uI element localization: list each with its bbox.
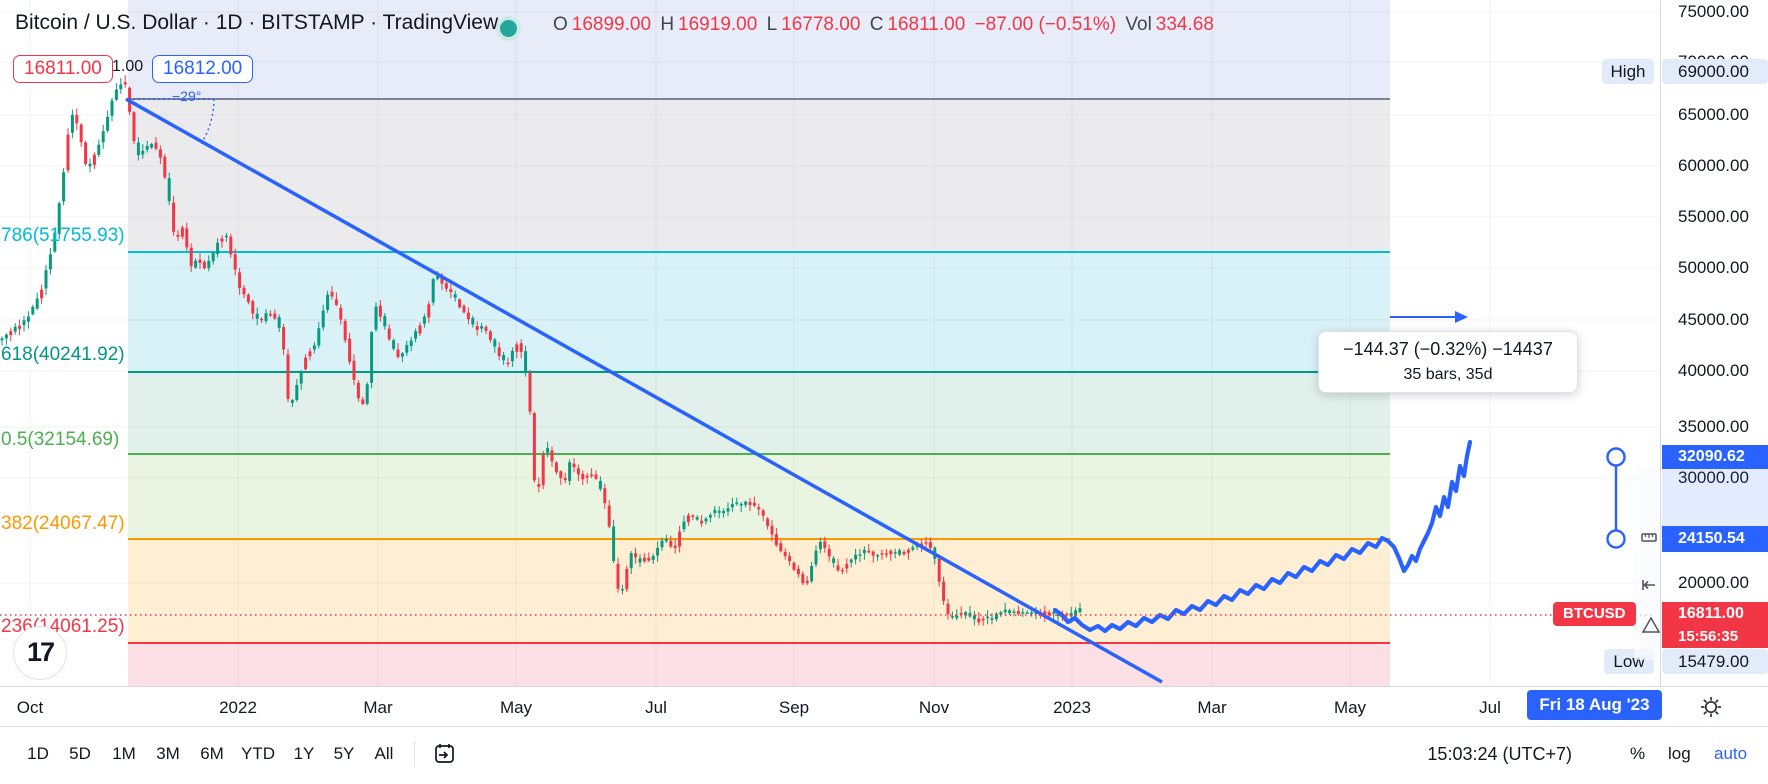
ohlc-low-value: 16778.00 [781, 14, 861, 35]
ohlc-open-value: 16899.00 [571, 14, 652, 35]
high-label-chip: High [1602, 59, 1654, 84]
time-tick: Sep [778, 698, 810, 717]
time-tick: 2023 [1053, 698, 1091, 717]
ohlc-close-value: 16811.00 [887, 14, 966, 35]
time-tick: Oct [16, 698, 44, 717]
bid-price-box[interactable]: 16811.00 [13, 55, 113, 83]
chart-canvas[interactable] [0, 0, 1660, 686]
fib-level-label: 0.5(32154.69) [1, 429, 120, 450]
low-value-chip: 15479.00 [1662, 649, 1768, 674]
range-button-5Y[interactable]: 5Y [333, 744, 355, 763]
volume-value: 334.68 [1155, 14, 1214, 35]
fib-level-label: 618(40241.92) [1, 344, 125, 365]
price-tick: 75000.00 [1678, 2, 1749, 21]
measure-tooltip: −144.37 (−0.32%) −14437 35 bars, 35d [1318, 331, 1578, 393]
time-tick: May [1333, 698, 1367, 717]
range-button-1Y[interactable]: 1Y [293, 744, 315, 763]
spread-value: 1.00 [112, 58, 144, 75]
auto-scale-button[interactable]: auto [1714, 744, 1748, 763]
axis-settings-gear-icon[interactable] [1698, 694, 1724, 720]
price-tick: 60000.00 [1678, 156, 1749, 175]
price-tick: 40000.00 [1678, 361, 1749, 380]
time-tick: Mar [1197, 698, 1227, 717]
range-button-All[interactable]: All [374, 744, 394, 763]
toolbar-divider [414, 741, 415, 767]
candlestick-series [0, 75, 1082, 626]
measure-tool-icon[interactable] [1640, 528, 1658, 546]
price-tick: 50000.00 [1678, 258, 1749, 277]
fib-bands [128, 0, 1390, 686]
price-tick: 35000.00 [1678, 417, 1749, 436]
price-range-tool [1606, 447, 1626, 549]
log-scale-button[interactable]: log [1668, 744, 1691, 763]
price-tick: 65000.00 [1678, 105, 1749, 124]
time-tick: 2022 [219, 698, 257, 717]
percent-scale-button[interactable]: % [1630, 744, 1646, 763]
range-button-3M[interactable]: 3M [156, 744, 180, 763]
range-button-5D[interactable]: 5D [69, 744, 91, 763]
ohlc-high-label: H [660, 14, 675, 35]
ohlc-legend: O 16899.00 H 16919.00 L 16778.00 C 16811.00 … [553, 14, 1218, 36]
measure-arrow [1390, 311, 1468, 323]
range-button-1D[interactable]: 1D [27, 744, 49, 763]
pointer-triangle-icon[interactable] [1641, 615, 1661, 635]
price-tick: 55000.00 [1678, 207, 1749, 226]
symbol-price-label: BTCUSD [1553, 602, 1636, 626]
time-tick: Nov [918, 698, 950, 717]
countdown-badge: 15:56:35 [1662, 626, 1768, 648]
session-clock[interactable]: 15:03:24 (UTC+7) [1427, 744, 1572, 764]
high-value-chip: 69000.00 [1662, 59, 1768, 84]
go-to-date-icon[interactable] [432, 741, 458, 767]
time-axis[interactable]: Fri 18 Aug '23 Oct 2022 Mar May Jul Sep Nov 202… [0, 686, 1768, 727]
tradingview-logo[interactable]: 17 [13, 626, 67, 680]
time-tick: May [499, 698, 533, 717]
ask-price-box[interactable]: 16812.00 [152, 55, 254, 83]
range-bottom-price-badge: 24150.54 [1662, 526, 1768, 552]
scroll-to-price-icon[interactable] [1640, 576, 1658, 594]
fib-level-label: 382(24067.47) [1, 513, 125, 534]
price-tick: 20000.00 [1678, 573, 1749, 592]
measure-tooltip-change: −144.37 (−0.32%) −14437 [1343, 339, 1553, 359]
time-tick: Mar [363, 698, 393, 717]
price-axis[interactable]: 75000.0070000.0065000.0060000.0055000.00… [1660, 0, 1768, 686]
market-status-icon[interactable] [500, 20, 517, 37]
range-top-price-badge: 32090.62 [1662, 445, 1768, 469]
fib-level-label: 786(51755.93) [1, 225, 125, 246]
price-tick: 45000.00 [1678, 310, 1749, 329]
ohlc-open-label: O [553, 14, 568, 35]
range-button-6M[interactable]: 6M [200, 744, 224, 763]
trendline-angle-label: −29° [172, 88, 202, 104]
ohlc-change-value: −87.00 (−0.51%) [974, 14, 1117, 35]
price-tick: 30000.00 [1678, 468, 1749, 487]
crosshair-date-badge: Fri 18 Aug '23 [1527, 690, 1662, 720]
symbol-title[interactable]: Bitcoin / U.S. Dollar · 1D · BITSTAMP · … [15, 11, 499, 34]
volume-label: Vol [1125, 14, 1152, 35]
range-button-1M[interactable]: 1M [112, 744, 136, 763]
trendline [125, 97, 1163, 684]
time-tick: Jul [1479, 698, 1501, 717]
projection-line [1052, 439, 1473, 634]
time-tick: Jul [645, 698, 667, 717]
ohlc-high-value: 16919.00 [678, 14, 758, 35]
range-button-YTD[interactable]: YTD [241, 744, 275, 763]
bottom-toolbar: 15:03:24 (UTC+7) % log auto 1D 5D 1M 3M 6M YT… [0, 726, 1768, 784]
ohlc-close-label: C [869, 14, 884, 35]
last-price-badge: 16811.00 [1662, 602, 1768, 626]
measure-tooltip-bars: 35 bars, 35d [1403, 366, 1493, 383]
ohlc-low-label: L [766, 14, 778, 35]
